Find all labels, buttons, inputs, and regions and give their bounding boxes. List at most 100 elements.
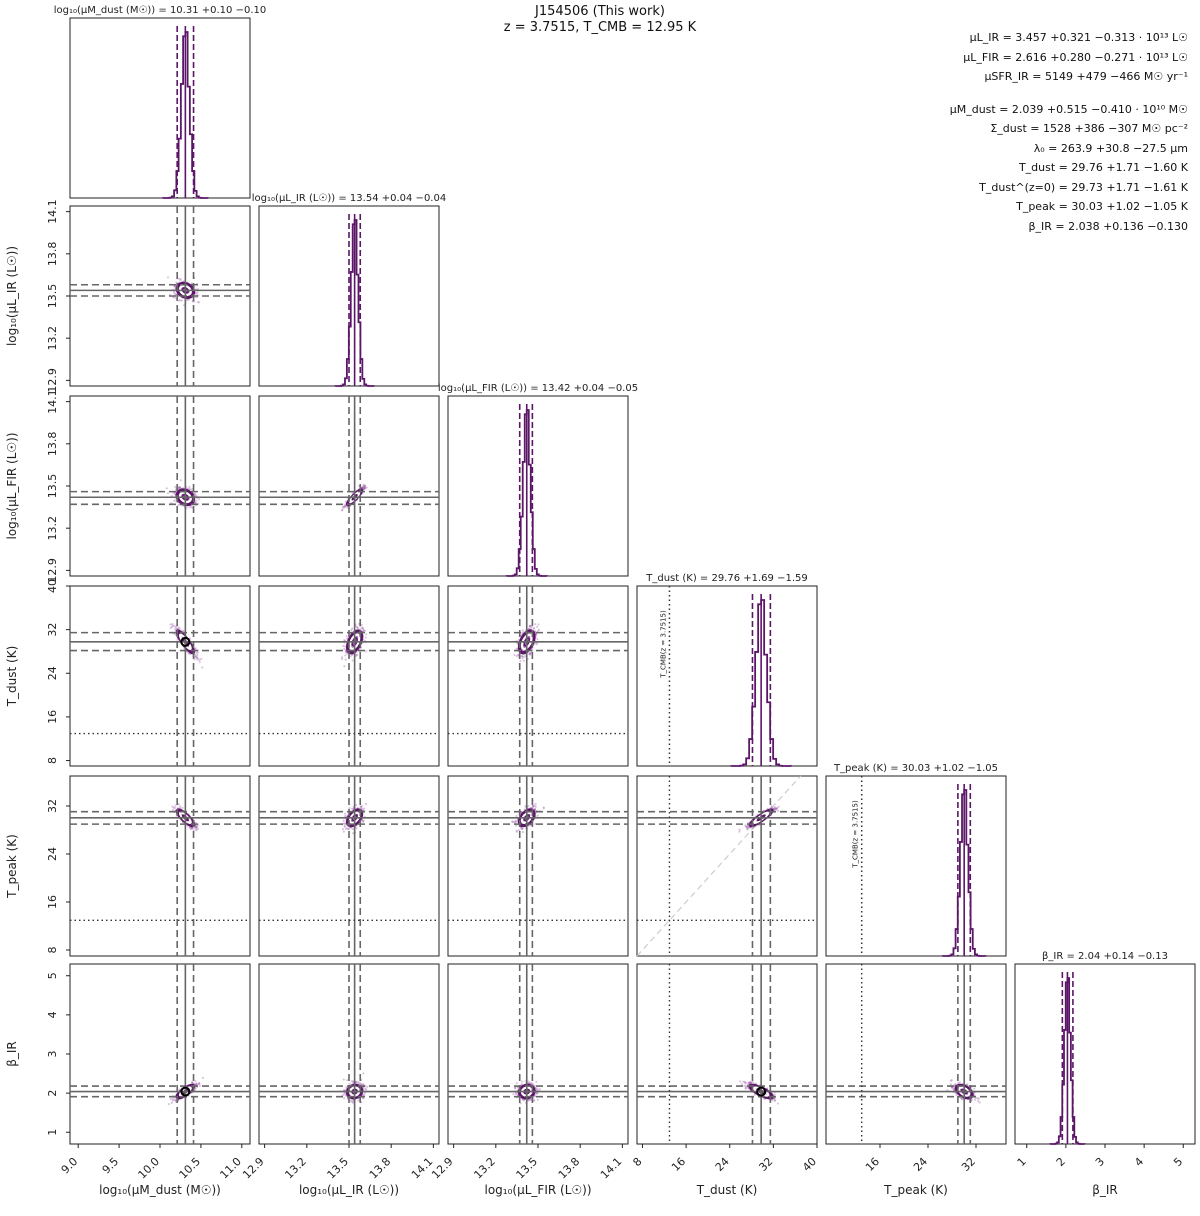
sample-point [167,1103,170,1106]
sample-point [178,299,181,302]
sample-point [188,506,191,509]
sample-point [342,830,345,833]
sample-point [195,826,198,829]
sample-point [175,625,178,629]
figure-title: J154506 (This work) [535,4,665,19]
sample-point [356,653,359,656]
sample-point [198,301,201,304]
sample-point [340,657,344,661]
sample-point [365,650,368,653]
summary-lir: μL_IR = 3.457 +0.321 −0.313 · 10¹³ L☉ [969,31,1188,44]
sample-point [363,486,366,489]
panel-title-lfir: log₁₀(μL_FIR (L☉)) = 13.42 +0.04 −0.05 [438,383,638,394]
panel-frame-beta-vs-lfir [447,963,629,1145]
sample-point [533,626,536,629]
sample-point [344,500,347,503]
sample-point [177,277,180,280]
sample-point [344,658,347,661]
sample-point [530,626,533,629]
sample-point [177,308,180,311]
sample-point [534,805,538,808]
scatter-panel-tdust-vs-mdust [69,585,251,767]
sample-point [536,638,539,641]
sample-point [742,1080,745,1083]
histogram-panel-mdust [69,17,251,199]
sample-point [751,827,754,830]
sample-point [340,509,344,512]
sample-point [365,486,368,489]
scatter-panel-tpeak-vs-lfir [447,775,629,957]
sample-point [189,828,193,831]
sample-point [186,298,189,302]
sample-point [363,485,367,488]
scatter-panel-beta-vs-lir [258,963,440,1145]
sample-point [188,485,191,488]
histogram-frame-mdust [69,17,251,199]
summary-lambda0: λ₀ = 263.9 +30.8 −27.5 μm [1033,141,1188,155]
histogram-frame-lfir [447,395,629,577]
sample-point [521,629,524,632]
one-to-one-line [636,775,802,957]
sample-point [362,485,365,488]
sample-point [344,505,347,508]
sample-point [196,656,199,659]
sample-point [344,815,347,818]
sample-point [361,486,364,489]
sample-point [512,1093,515,1096]
sample-point [178,485,181,488]
sample-point [181,806,184,810]
sample-point [362,487,366,490]
sample-point [190,506,193,509]
panel-title-lir: log₁₀(μL_IR (L☉)) = 13.54 +0.04 −0.04 [252,193,446,204]
sample-point [198,498,201,501]
density-contour-1 [178,491,192,504]
sample-point [342,1078,345,1081]
histogram-panel-tdust [636,585,818,767]
scatter-panel-tpeak-vs-tdust [636,775,818,957]
scatter-panel-lfir-vs-lir [258,395,440,577]
histogram-panel-lfir [447,395,629,577]
sample-point [196,654,199,657]
sample-point [363,487,366,490]
sample-point [201,1076,204,1079]
sample-point [196,293,199,296]
sample-point [179,299,182,302]
panel-title-tdust: T_dust (K) = 29.76 +1.69 −1.59 [645,573,807,584]
sample-point [341,828,345,831]
scatter-panel-lfir-vs-mdust [69,395,251,577]
sample-point [179,486,182,489]
sample-point [196,657,199,660]
summary-tdust: T_dust = 29.76 +1.71 −1.60 K [1018,161,1188,174]
sample-point [346,1079,349,1082]
sample-point [362,486,365,489]
sample-point [190,282,193,285]
sample-point [511,820,514,824]
scatter-panel-beta-vs-mdust [69,963,251,1145]
sample-point [775,807,778,811]
tcmb-label-tpeak: T_CMB(z = 3.7515) [852,800,860,869]
sample-point [172,806,175,809]
panel-frame-tpeak-vs-tdust [636,775,818,957]
sample-point [342,819,345,822]
panel-frame-tpeak-vs-lfir [447,775,629,957]
sample-point [770,805,773,808]
sample-point [344,505,347,508]
sample-point [739,1080,742,1083]
sample-point [515,1082,518,1085]
sample-point [341,506,344,509]
sample-point [513,653,516,657]
sample-point [536,625,539,628]
sample-point [169,1098,172,1101]
histogram-frame-tpeak [825,775,1007,957]
sample-point [171,624,175,627]
sample-point [346,506,349,509]
scatter-panel-lir-vs-mdust [69,205,251,387]
scatter-panel-tdust-vs-lfir [447,585,629,767]
summary-sigma-dust: Σ_dust = 1528 +386 −307 M☉ pc⁻² [990,122,1188,135]
figure-subtitle: z = 3.7515, T_CMB = 12.95 K [503,20,697,35]
sample-point [363,1092,366,1095]
sample-point [777,805,780,808]
sample-point [536,814,539,817]
panel-frame-beta-vs-tdust [636,963,818,1145]
sample-point [194,493,197,496]
